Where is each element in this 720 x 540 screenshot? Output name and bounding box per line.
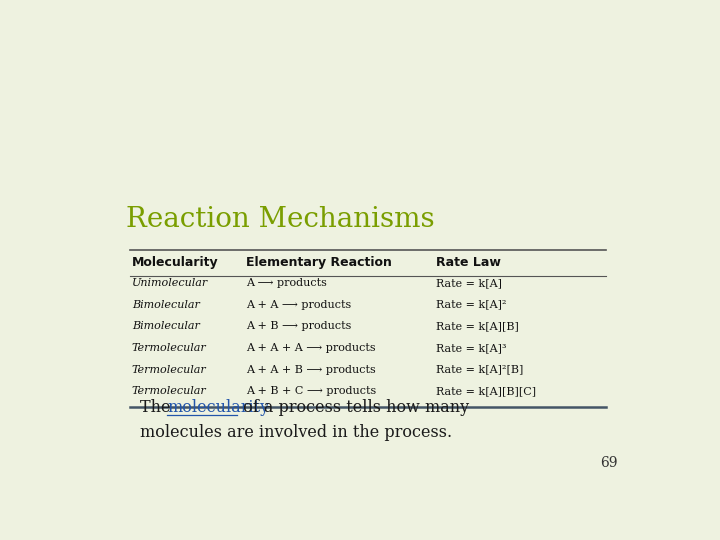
Text: molecularity: molecularity (167, 400, 269, 416)
Text: Rate Law: Rate Law (436, 256, 501, 269)
Text: A + A ⟶ products: A + A ⟶ products (246, 300, 351, 310)
Text: A + B + C ⟶ products: A + B + C ⟶ products (246, 386, 377, 396)
Text: Rate = k[A]: Rate = k[A] (436, 278, 502, 288)
Text: Rate = k[A]²[B]: Rate = k[A]²[B] (436, 364, 523, 375)
Text: A + A + A ⟶ products: A + A + A ⟶ products (246, 343, 376, 353)
Text: 69: 69 (600, 456, 617, 470)
Text: Elementary Reaction: Elementary Reaction (246, 256, 392, 269)
Text: of a process tells how many: of a process tells how many (238, 400, 469, 416)
Text: Reaction Mechanisms: Reaction Mechanisms (126, 206, 435, 233)
Text: Rate = k[A]³: Rate = k[A]³ (436, 343, 506, 353)
Text: Termolecular: Termolecular (132, 343, 207, 353)
Text: The: The (140, 400, 176, 416)
Text: Rate = k[A]²: Rate = k[A]² (436, 300, 506, 310)
Text: Molecularity: Molecularity (132, 256, 218, 269)
Text: Bimolecular: Bimolecular (132, 300, 199, 310)
Text: Unimolecular: Unimolecular (132, 278, 208, 288)
Text: A + B ⟶ products: A + B ⟶ products (246, 321, 351, 332)
Text: A + A + B ⟶ products: A + A + B ⟶ products (246, 364, 376, 375)
Text: molecules are involved in the process.: molecules are involved in the process. (140, 424, 452, 441)
Text: A ⟶ products: A ⟶ products (246, 278, 327, 288)
Text: Rate = k[A][B][C]: Rate = k[A][B][C] (436, 386, 536, 396)
Text: Termolecular: Termolecular (132, 364, 207, 375)
Text: Rate = k[A][B]: Rate = k[A][B] (436, 321, 519, 332)
Text: Bimolecular: Bimolecular (132, 321, 199, 332)
Text: Termolecular: Termolecular (132, 386, 207, 396)
